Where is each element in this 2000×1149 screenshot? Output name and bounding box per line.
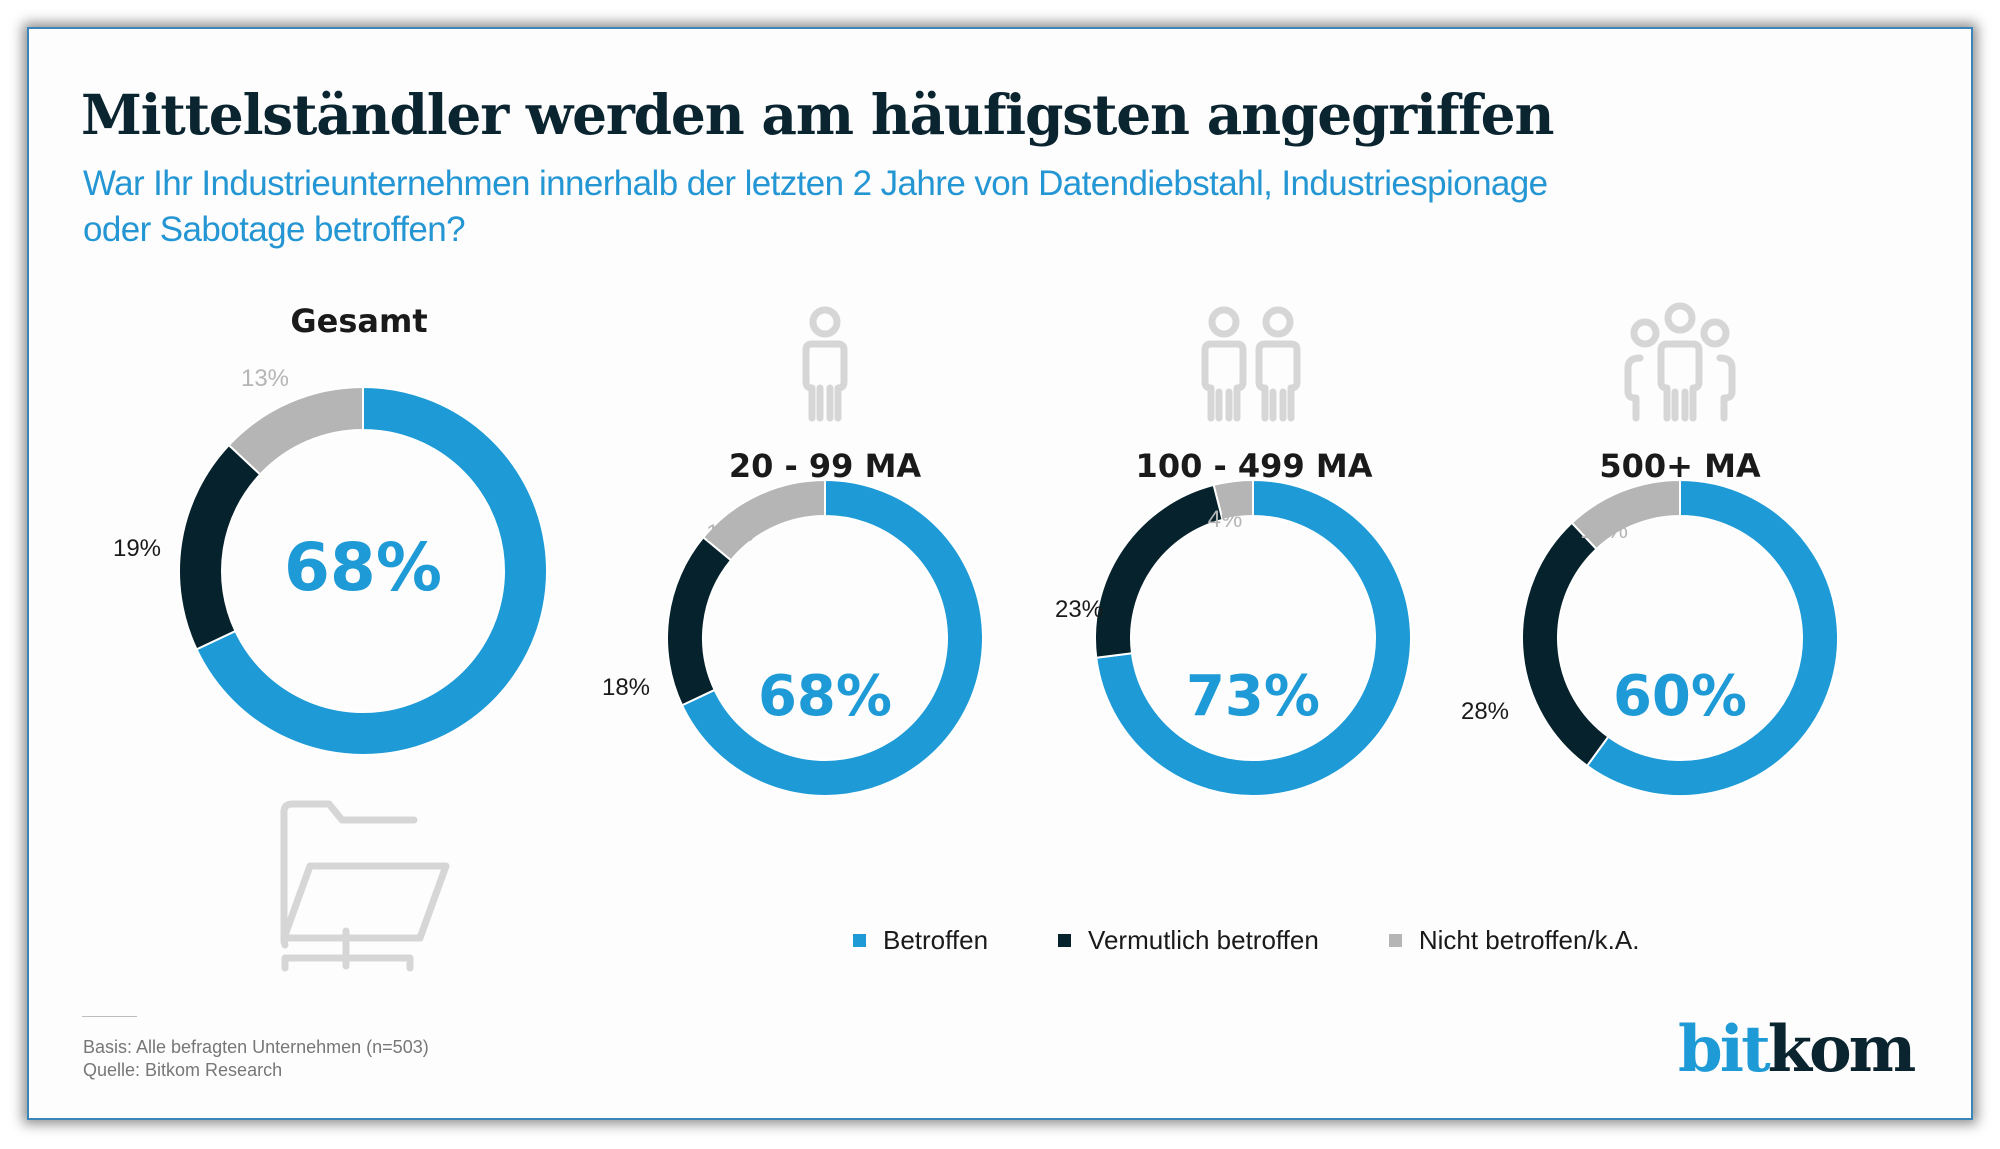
footnote-source: Quelle: Bitkom Research xyxy=(83,1060,283,1080)
center-value-20-99: 68% xyxy=(758,664,892,729)
donut-segment-500plus-nicht xyxy=(1570,478,1681,551)
logo-part-bit: bit xyxy=(1678,1012,1771,1087)
two-persons-icon xyxy=(1201,306,1301,422)
donut-segment-500plus-vermutlich xyxy=(1521,521,1610,768)
donut-segment-20-99-nicht xyxy=(701,478,826,562)
donut-segment-100-499-betroffen xyxy=(1095,478,1413,797)
legend-item-betroffen: Betroffen xyxy=(853,925,988,956)
subtitle-line-1: War Ihr Industrieunternehmen innerhalb d… xyxy=(83,164,1548,203)
footnote: Basis: Alle befragten Unternehmen (n=503… xyxy=(83,1036,429,1082)
subtitle-line-2: oder Sabotage betroffen? xyxy=(83,210,466,249)
chart-title: Mittelständler werden am häufigsten ange… xyxy=(81,82,1554,147)
donut-segment-100-499-vermutlich xyxy=(1094,483,1224,659)
label-100-499-vermutlich: 23% xyxy=(1055,596,1103,623)
center-value-gesamt: 68% xyxy=(284,529,442,606)
legend-swatch-betroffen xyxy=(853,934,866,947)
legend-item-vermutlich: Vermutlich betroffen xyxy=(1058,925,1319,956)
donut-segment-20-99-vermutlich xyxy=(666,535,733,707)
category-label-gesamt: Gesamt xyxy=(290,302,427,340)
footnote-basis: Basis: Alle befragten Unternehmen (n=503… xyxy=(83,1037,429,1057)
chart-subtitle: War Ihr Industrieunternehmen innerhalb d… xyxy=(83,161,1783,253)
category-label-100-499: 100 - 499 MA xyxy=(1136,447,1373,485)
logo-part-kom: kom xyxy=(1767,1012,1917,1087)
bitkom-logo: bitkom xyxy=(1678,1018,1916,1082)
legend: Betroffen Vermutlich betroffen Nicht bet… xyxy=(853,925,1709,956)
category-label-500plus: 500+ MA xyxy=(1599,447,1761,485)
person-icon xyxy=(802,306,848,422)
label-500plus-nicht: 12% xyxy=(1580,517,1628,544)
center-value-100-499: 73% xyxy=(1186,664,1320,729)
donut-segment-gesamt-vermutlich xyxy=(178,443,262,651)
legend-swatch-vermutlich xyxy=(1058,934,1072,947)
legend-item-nicht: Nicht betroffen/k.A. xyxy=(1388,925,1640,956)
label-100-499-nicht: 4% xyxy=(1208,506,1243,533)
label-gesamt-vermutlich: 19% xyxy=(113,535,161,562)
donut-segment-20-99-betroffen xyxy=(680,478,984,797)
label-500plus-vermutlich: 28% xyxy=(1461,698,1509,725)
legend-label-betroffen: Betroffen xyxy=(883,925,989,955)
donut-segment-gesamt-betroffen xyxy=(195,385,548,756)
label-gesamt-nicht: 13% xyxy=(241,365,289,392)
legend-label-nicht: Nicht betroffen/k.A. xyxy=(1418,925,1640,955)
legend-swatch-nicht xyxy=(1388,934,1402,947)
center-value-500plus: 60% xyxy=(1613,664,1747,729)
donut-segment-gesamt-nicht xyxy=(227,385,364,476)
legend-label-vermutlich: Vermutlich betroffen xyxy=(1088,925,1319,955)
group-icon xyxy=(1624,302,1736,422)
donut-segment-100-499-nicht xyxy=(1212,478,1254,522)
folder-network-icon xyxy=(280,800,450,972)
label-20-99-nicht: 14% xyxy=(706,520,754,547)
category-label-20-99: 20 - 99 MA xyxy=(729,447,922,485)
label-20-99-vermutlich: 18% xyxy=(602,674,650,701)
donut-segment-500plus-betroffen xyxy=(1585,478,1839,797)
footnote-divider xyxy=(82,1016,137,1017)
